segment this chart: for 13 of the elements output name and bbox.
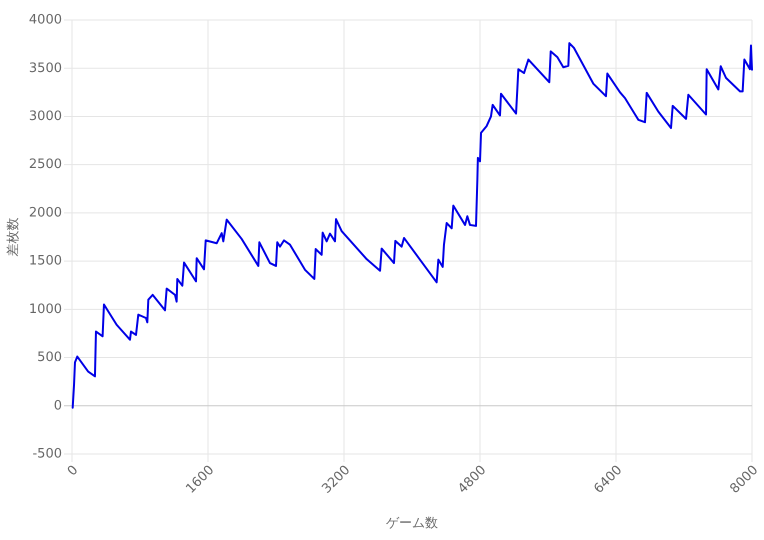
y-tick-label: 3000	[28, 108, 62, 124]
y-tick-label: -500	[32, 446, 62, 462]
y-tick-label: 4000	[28, 12, 62, 28]
y-tick-label: 3500	[28, 60, 62, 76]
y-tick-label: 1000	[28, 302, 62, 317]
y-axis-title: 差枚数	[6, 218, 21, 256]
y-tick-label: 0	[54, 398, 62, 414]
x-tick-label: 0	[64, 462, 82, 480]
y-tick-label: 2000	[28, 205, 62, 220]
y-tick-label: 500	[37, 350, 62, 366]
x-axis-title: ゲーム数	[386, 516, 438, 531]
y-tick-label: 1500	[28, 254, 62, 269]
y-tick-label: 2500	[28, 157, 62, 172]
